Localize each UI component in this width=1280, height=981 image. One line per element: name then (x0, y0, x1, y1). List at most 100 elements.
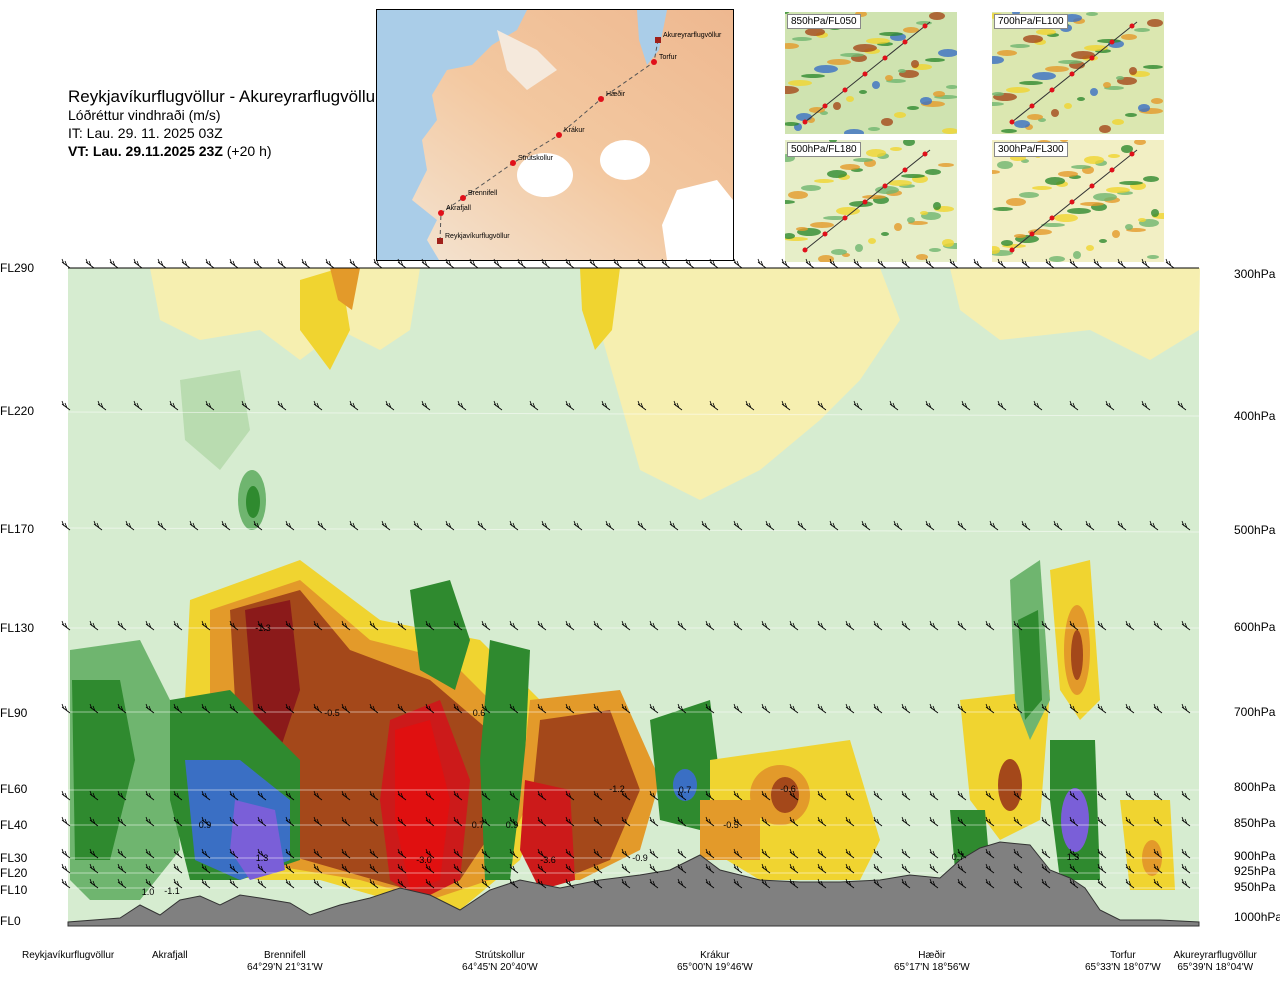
thumb-route-point (1129, 23, 1135, 29)
thumb-field-blob (805, 28, 825, 36)
wind-barb (649, 863, 659, 874)
pressure-level-label: 900hPa (1234, 849, 1276, 863)
wind-barb (509, 520, 519, 531)
wind-barb (829, 258, 839, 269)
wind-barb (733, 863, 743, 874)
wind-barb (453, 848, 463, 859)
wind-barb (493, 258, 503, 269)
thumb-300[interactable]: 300hPa/FL300 (992, 140, 1164, 262)
location-label: Torfur 65°33'N 18°07'W (1085, 950, 1161, 973)
wind-barb (1153, 863, 1163, 874)
wind-barb (201, 790, 211, 801)
thumb-field-blob (1084, 156, 1104, 164)
wind-barb (1069, 863, 1079, 874)
wind-barb (637, 258, 647, 269)
location-label: Strútskollur 64°45'N 20°40'W (462, 950, 538, 973)
field-value-label: -0.9 (632, 853, 648, 863)
thumb-field-blob (1099, 125, 1111, 133)
wind-barb (1097, 703, 1107, 714)
thumb-850[interactable]: 850hPa/FL050 (785, 12, 957, 134)
field-value-label: -0.5 (723, 820, 739, 830)
thumb-field-blob (992, 170, 1000, 174)
thumb-field-blob (1014, 234, 1026, 238)
wind-barb (201, 620, 211, 631)
thumb-field-blob (1001, 129, 1017, 133)
wind-barb (221, 520, 231, 531)
wind-barb (613, 258, 623, 269)
wind-barb (117, 816, 127, 827)
wind-barb (61, 848, 71, 859)
wind-barb (805, 258, 815, 269)
thumb-field-blob (1138, 218, 1146, 222)
glacier-3 (662, 180, 733, 260)
wind-barb (205, 400, 215, 411)
wind-barb (117, 703, 127, 714)
wind-barb (425, 816, 435, 827)
thumb-field-blob (925, 58, 945, 62)
wind-barb (229, 816, 239, 827)
thumb-field-blob (881, 118, 893, 126)
wind-barb (957, 848, 967, 859)
wind-barb (257, 790, 267, 801)
wind-barb (677, 848, 687, 859)
thumb-route-point (862, 71, 868, 77)
wind-barb (1153, 848, 1163, 859)
thumb-field-blob (1106, 187, 1130, 193)
wind-barb (733, 816, 743, 827)
wind-barb (369, 816, 379, 827)
wind-barb (117, 878, 127, 889)
thumb-field-blob (785, 233, 795, 239)
wind-barb (709, 400, 719, 411)
flight-level-label: FL0 (0, 914, 21, 928)
wind-barb (173, 703, 183, 714)
thumb-route-point (1109, 167, 1115, 173)
wind-barb (685, 258, 695, 269)
wind-barb (845, 816, 855, 827)
route-point-label: Akrafjall (446, 205, 471, 212)
wind-barb (957, 703, 967, 714)
wind-barb (493, 400, 503, 411)
location-label: Brennifell 64°29'N 21°31'W (247, 950, 323, 973)
wind-barb (173, 863, 183, 874)
wind-barb (537, 816, 547, 827)
wind-barb (1069, 620, 1079, 631)
wind-barb (537, 703, 547, 714)
wind-barb (1021, 520, 1031, 531)
thumb-field-blob (1121, 145, 1133, 153)
field-value-label: 0.7 (952, 852, 965, 862)
wind-barb (593, 848, 603, 859)
thumb-500[interactable]: 500hPa/FL180 (785, 140, 957, 262)
thumb-field-blob (938, 163, 954, 167)
wind-barb (1125, 703, 1135, 714)
thumb-field-blob (929, 12, 945, 20)
thumb-field-blob (785, 12, 789, 14)
wind-barb (453, 816, 463, 827)
thumb-field-blob (801, 185, 821, 191)
wind-barb (369, 878, 379, 889)
thumb-field-blob (1093, 193, 1117, 201)
chart-subtitle: Lóðréttur vindhraði (m/s) (68, 107, 221, 123)
wind-barb (1041, 878, 1051, 889)
wind-barb (481, 620, 491, 631)
thumb-field-blob (1077, 97, 1085, 101)
wind-barb (601, 400, 611, 411)
wind-barb (453, 863, 463, 874)
thumb-field-blob (866, 38, 890, 44)
wind-barb (229, 703, 239, 714)
wind-barb (93, 520, 103, 531)
thumb-field-blob (888, 180, 912, 186)
wind-barb (229, 620, 239, 631)
wind-barb (997, 400, 1007, 411)
thumb-route-point (822, 231, 828, 237)
thumb-route-point (802, 247, 808, 253)
thumb-field-blob (903, 140, 915, 146)
thumb-field-blob (796, 227, 808, 231)
wind-barb (61, 878, 71, 889)
thumb-field-blob (1151, 98, 1163, 104)
flight-level-label: FL90 (0, 706, 28, 720)
wind-barb (649, 878, 659, 889)
thumb-700[interactable]: 700hPa/FL100 (992, 12, 1164, 134)
wind-barb (565, 848, 575, 859)
wind-barb (593, 816, 603, 827)
wind-barb (1181, 848, 1191, 859)
